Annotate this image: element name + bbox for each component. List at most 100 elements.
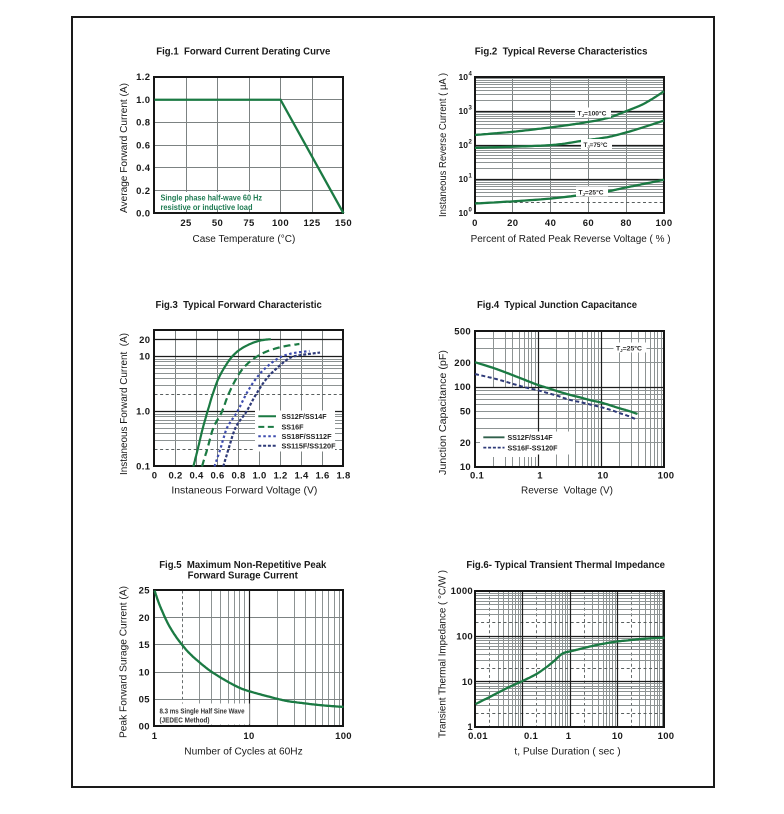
svg-text:1: 1 — [566, 731, 572, 742]
svg-text:0.4: 0.4 — [189, 470, 204, 481]
svg-text:50: 50 — [212, 218, 223, 229]
svg-text:Fig.5 Maximum Non-Repetitive: Fig.5 Maximum Non-Repetitive Peak — [159, 559, 326, 571]
svg-text:0.2: 0.2 — [168, 470, 182, 481]
svg-text:100: 100 — [658, 731, 675, 742]
svg-text:0.8: 0.8 — [231, 470, 245, 481]
svg-text:Fig.1 Forward Current Deratin: Fig.1 Forward Current Derating Curve — [156, 45, 330, 57]
svg-text:100: 100 — [335, 731, 352, 742]
svg-text:1.6: 1.6 — [315, 470, 329, 481]
svg-text:t, Pulse Duration ( sec ): t, Pulse Duration ( sec ) — [514, 747, 620, 758]
svg-text:20: 20 — [507, 218, 518, 229]
svg-text:1.0: 1.0 — [252, 470, 266, 481]
svg-text:0.2: 0.2 — [136, 186, 150, 197]
svg-text:10: 10 — [459, 106, 469, 116]
svg-text:Percent of Rated Peak Reverse: Percent of Rated Peak Reverse Voltage ( … — [471, 234, 671, 245]
svg-text:1: 1 — [469, 174, 473, 180]
svg-text:100: 100 — [272, 218, 289, 229]
svg-text:125: 125 — [303, 218, 320, 229]
svg-text:TJ=25°C: TJ=25°C — [616, 345, 642, 353]
svg-text:0.1: 0.1 — [524, 731, 539, 742]
svg-text:10: 10 — [243, 731, 254, 742]
svg-text:0.1: 0.1 — [470, 470, 485, 481]
svg-text:15: 15 — [139, 640, 151, 651]
svg-text:150: 150 — [335, 218, 352, 229]
svg-text:Instaneous Forward Current (A: Instaneous Forward Current (A) — [119, 333, 130, 475]
svg-text:500: 500 — [454, 326, 471, 337]
svg-text:20: 20 — [139, 335, 150, 346]
svg-text:200: 200 — [454, 358, 471, 369]
svg-text:Instaneous Reverse Current ( μ: Instaneous Reverse Current ( μA ) — [438, 73, 449, 217]
svg-text:Fig.6- Typical Transient Therm: Fig.6- Typical Transient Thermal Impedan… — [466, 559, 665, 571]
svg-text:10: 10 — [459, 140, 469, 150]
svg-text:Transient Thermal Impedance (: Transient Thermal Impedance ( °C/W ) — [438, 570, 449, 738]
svg-text:75: 75 — [243, 218, 255, 229]
svg-text:100: 100 — [454, 382, 471, 393]
svg-text:Forward Surage Current: Forward Surage Current — [188, 570, 299, 582]
svg-text:Number of Cycles at 60Hz: Number of Cycles at 60Hz — [184, 746, 302, 757]
svg-text:100: 100 — [456, 632, 473, 643]
svg-text:10: 10 — [459, 72, 469, 82]
svg-text:Average Forward Current (A): Average Forward Current (A) — [119, 83, 130, 213]
svg-text:2: 2 — [469, 140, 473, 146]
svg-text:Junction Capacitance (pF): Junction Capacitance (pF) — [438, 350, 449, 475]
svg-text:60: 60 — [583, 218, 594, 229]
svg-text:Case Temperature (°C): Case Temperature (°C) — [193, 234, 296, 245]
svg-text:SS12F/SS14F: SS12F/SS14F — [282, 412, 328, 421]
svg-text:1.2: 1.2 — [136, 72, 150, 83]
svg-text:Instaneous Forward Voltage (V): Instaneous Forward Voltage (V) — [171, 485, 317, 496]
svg-text:0: 0 — [152, 470, 158, 481]
svg-text:(JEDEC Method): (JEDEC Method) — [160, 716, 211, 725]
svg-text:TJ=25°C: TJ=25°C — [579, 189, 604, 197]
svg-text:05: 05 — [139, 695, 151, 706]
svg-text:1.4: 1.4 — [294, 470, 309, 481]
svg-text:Reverse Voltage (V): Reverse Voltage (V) — [521, 485, 613, 496]
svg-text:SS115F/SS120F: SS115F/SS120F — [282, 441, 337, 450]
svg-text:10: 10 — [462, 677, 473, 688]
svg-text:80: 80 — [621, 218, 632, 229]
svg-text:1.0: 1.0 — [136, 95, 150, 106]
svg-text:TJ=75°C: TJ=75°C — [584, 141, 608, 149]
svg-text:10: 10 — [612, 731, 623, 742]
svg-text:0: 0 — [472, 218, 478, 229]
svg-text:10: 10 — [459, 208, 469, 218]
svg-text:SS16F: SS16F — [282, 423, 305, 432]
svg-text:Fig.3 Typical Forward Charact: Fig.3 Typical Forward Characteristic — [156, 299, 322, 311]
svg-text:0.8: 0.8 — [136, 118, 150, 129]
svg-text:3: 3 — [469, 106, 473, 112]
svg-text:25: 25 — [180, 218, 192, 229]
svg-text:40: 40 — [545, 218, 556, 229]
svg-text:SS12F/SS14F: SS12F/SS14F — [508, 433, 554, 442]
svg-text:50: 50 — [460, 406, 471, 417]
svg-text:0.1: 0.1 — [136, 462, 151, 473]
svg-text:10: 10 — [139, 667, 150, 678]
svg-text:10: 10 — [139, 352, 150, 363]
svg-text:0.6: 0.6 — [136, 140, 150, 151]
svg-text:0.6: 0.6 — [210, 470, 224, 481]
svg-text:10: 10 — [459, 174, 469, 184]
svg-text:20: 20 — [139, 613, 150, 624]
svg-text:1000: 1000 — [451, 586, 473, 597]
svg-text:0.0: 0.0 — [136, 209, 150, 220]
svg-text:00: 00 — [139, 722, 150, 733]
svg-text:Fig.4 Typical Junction Capaci: Fig.4 Typical Junction Capacitance — [477, 299, 637, 311]
svg-text:Single phase half-wave 60 Hz: Single phase half-wave 60 Hz — [161, 194, 263, 203]
svg-text:10: 10 — [597, 470, 608, 481]
svg-text:SS18F/SS112F: SS18F/SS112F — [282, 432, 333, 441]
svg-text:Fig.2 Typical Reverse Charact: Fig.2 Typical Reverse Characteristics — [475, 45, 648, 57]
svg-text:1.2: 1.2 — [273, 470, 287, 481]
svg-text:25: 25 — [139, 586, 151, 597]
svg-text:Peak Forward Surage Current (A: Peak Forward Surage Current (A) — [119, 586, 130, 738]
svg-text:1: 1 — [467, 722, 473, 733]
svg-text:10: 10 — [460, 462, 471, 473]
svg-text:0: 0 — [469, 208, 473, 214]
svg-text:4: 4 — [469, 72, 473, 78]
svg-text:1: 1 — [152, 731, 158, 742]
svg-text:1.0: 1.0 — [136, 407, 150, 418]
svg-text:100: 100 — [658, 470, 675, 481]
svg-text:20: 20 — [460, 438, 471, 449]
svg-text:TJ=100°C: TJ=100°C — [578, 110, 607, 118]
svg-text:1: 1 — [537, 470, 543, 481]
svg-text:8.3 ms Single Half Sine Wave: 8.3 ms Single Half Sine Wave — [160, 707, 245, 716]
svg-text:resistive or inductive load: resistive or inductive load — [161, 203, 253, 212]
svg-text:SS16F-SS120F: SS16F-SS120F — [508, 443, 559, 452]
